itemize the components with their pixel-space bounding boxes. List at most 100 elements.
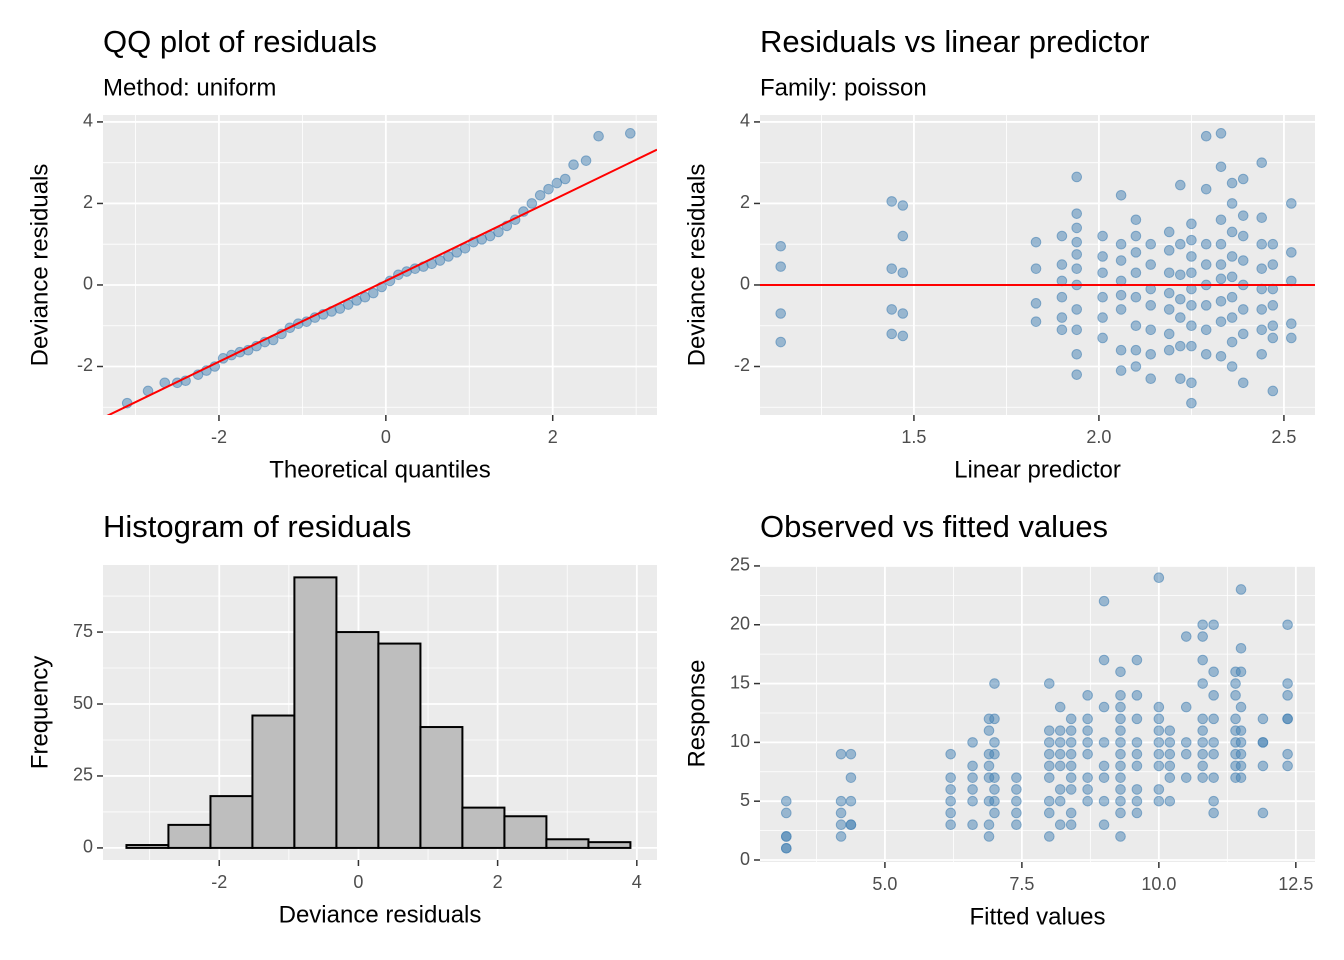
point	[945, 772, 956, 783]
point	[1054, 737, 1066, 748]
point	[1175, 179, 1186, 191]
point	[1163, 304, 1175, 315]
point	[1065, 713, 1077, 725]
point	[1257, 713, 1269, 725]
point	[1200, 324, 1212, 336]
point	[945, 748, 956, 760]
point	[1215, 351, 1227, 362]
point	[1065, 819, 1077, 831]
point	[1186, 300, 1197, 311]
bar	[503, 815, 548, 849]
point	[1054, 795, 1066, 807]
point	[967, 772, 978, 783]
point	[1186, 377, 1197, 389]
point	[1226, 336, 1238, 348]
point	[1282, 760, 1293, 772]
y-tick-label: 20	[730, 614, 750, 634]
point	[845, 772, 857, 783]
point	[1071, 304, 1083, 315]
bar	[293, 576, 338, 849]
point	[835, 795, 847, 807]
point	[1098, 595, 1110, 607]
x-tick-label: 5.0	[872, 874, 897, 894]
point	[945, 807, 956, 819]
x-tick-label: 12.5	[1278, 874, 1313, 894]
point	[1054, 760, 1066, 772]
point	[1153, 725, 1165, 736]
point	[1145, 324, 1157, 336]
point	[1180, 631, 1192, 642]
point	[897, 200, 909, 211]
point	[1115, 760, 1126, 772]
point	[1164, 737, 1176, 748]
point	[1043, 748, 1055, 760]
point	[886, 328, 898, 340]
point	[1226, 226, 1238, 238]
point	[1130, 320, 1142, 332]
x-axis-label: Theoretical quantiles	[269, 456, 490, 483]
point	[1180, 701, 1192, 713]
point	[1163, 267, 1175, 279]
point	[1153, 760, 1165, 772]
point	[1197, 713, 1208, 725]
point	[1180, 737, 1192, 748]
point	[1237, 210, 1249, 221]
point	[1153, 737, 1165, 748]
point	[1208, 795, 1219, 807]
point	[1186, 267, 1197, 279]
point	[1200, 130, 1212, 142]
x-axis-label: Fitted values	[969, 903, 1105, 930]
point	[1011, 784, 1022, 795]
point	[1065, 807, 1077, 819]
point	[1197, 737, 1208, 748]
point	[1043, 807, 1055, 819]
x-axis-label: Linear predictor	[954, 456, 1121, 483]
point	[551, 177, 563, 189]
y-tick-label: 0	[83, 274, 93, 294]
point	[989, 748, 1000, 760]
point	[989, 795, 1000, 807]
point	[989, 678, 1000, 689]
point	[897, 267, 909, 279]
point	[1145, 348, 1157, 360]
point	[780, 842, 792, 854]
point	[1256, 263, 1268, 274]
x-tick-label: 7.5	[1009, 874, 1034, 894]
point	[1065, 748, 1077, 760]
point	[1098, 795, 1110, 807]
point	[1208, 666, 1219, 678]
point	[1056, 324, 1068, 336]
y-tick-label: 4	[740, 111, 750, 131]
point	[780, 831, 792, 842]
point	[897, 330, 909, 342]
point	[1175, 373, 1186, 385]
x-tick-label: 4	[632, 872, 642, 892]
x-tick-label: 10.0	[1141, 874, 1176, 894]
point	[1043, 795, 1055, 807]
point	[1197, 760, 1208, 772]
point	[1115, 289, 1127, 301]
point	[1011, 772, 1022, 783]
y-tick-label: 2	[83, 192, 93, 212]
point	[1164, 795, 1176, 807]
y-tick-label: -2	[734, 355, 750, 375]
point	[1043, 725, 1055, 736]
point	[1071, 263, 1083, 274]
point	[1180, 748, 1192, 760]
point	[1145, 259, 1157, 270]
point	[568, 159, 579, 171]
point	[1208, 807, 1219, 819]
point	[1130, 247, 1142, 258]
point	[1082, 748, 1093, 760]
point	[1065, 772, 1077, 783]
point	[1282, 748, 1293, 760]
point	[775, 308, 787, 319]
y-tick-label: 10	[730, 731, 750, 751]
point	[593, 130, 604, 142]
point	[835, 819, 847, 831]
point	[543, 183, 554, 195]
point	[1098, 737, 1110, 748]
point	[1011, 807, 1022, 819]
point	[1131, 760, 1143, 772]
point	[1097, 230, 1108, 242]
